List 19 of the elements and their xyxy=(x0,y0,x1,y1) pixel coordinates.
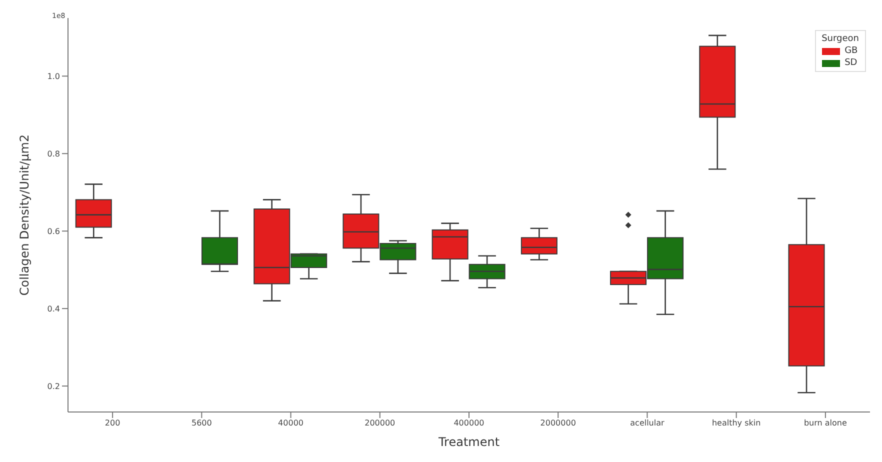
y-tick-label: 1.0 xyxy=(47,72,60,81)
x-tick-label: burn alone xyxy=(804,418,847,428)
legend-label: SD xyxy=(844,58,858,68)
legend-label: GB xyxy=(844,46,858,56)
y-axis-title: Collagen Density/Unit/μm2 xyxy=(17,134,32,296)
y-tick-label: 0.8 xyxy=(47,149,60,158)
x-axis-title: Treatment xyxy=(437,435,500,449)
x-tick-label: 5600 xyxy=(191,418,212,428)
x-tick-label: 2000000 xyxy=(540,418,576,428)
x-tick-label: 200 xyxy=(104,418,120,428)
y-tick-label: 0.2 xyxy=(47,382,60,391)
y-tick-label: 0.6 xyxy=(47,226,60,236)
x-tick-label: healthy skin xyxy=(712,418,761,428)
x-tick-label: 400000 xyxy=(454,418,484,428)
legend-title: Surgeon xyxy=(822,34,859,44)
x-tick-label: acellular xyxy=(630,418,666,428)
x-tick-label: 200000 xyxy=(364,418,396,428)
x-tick-label: 40000 xyxy=(278,418,304,428)
y-tick-label: 0.4 xyxy=(47,304,60,314)
